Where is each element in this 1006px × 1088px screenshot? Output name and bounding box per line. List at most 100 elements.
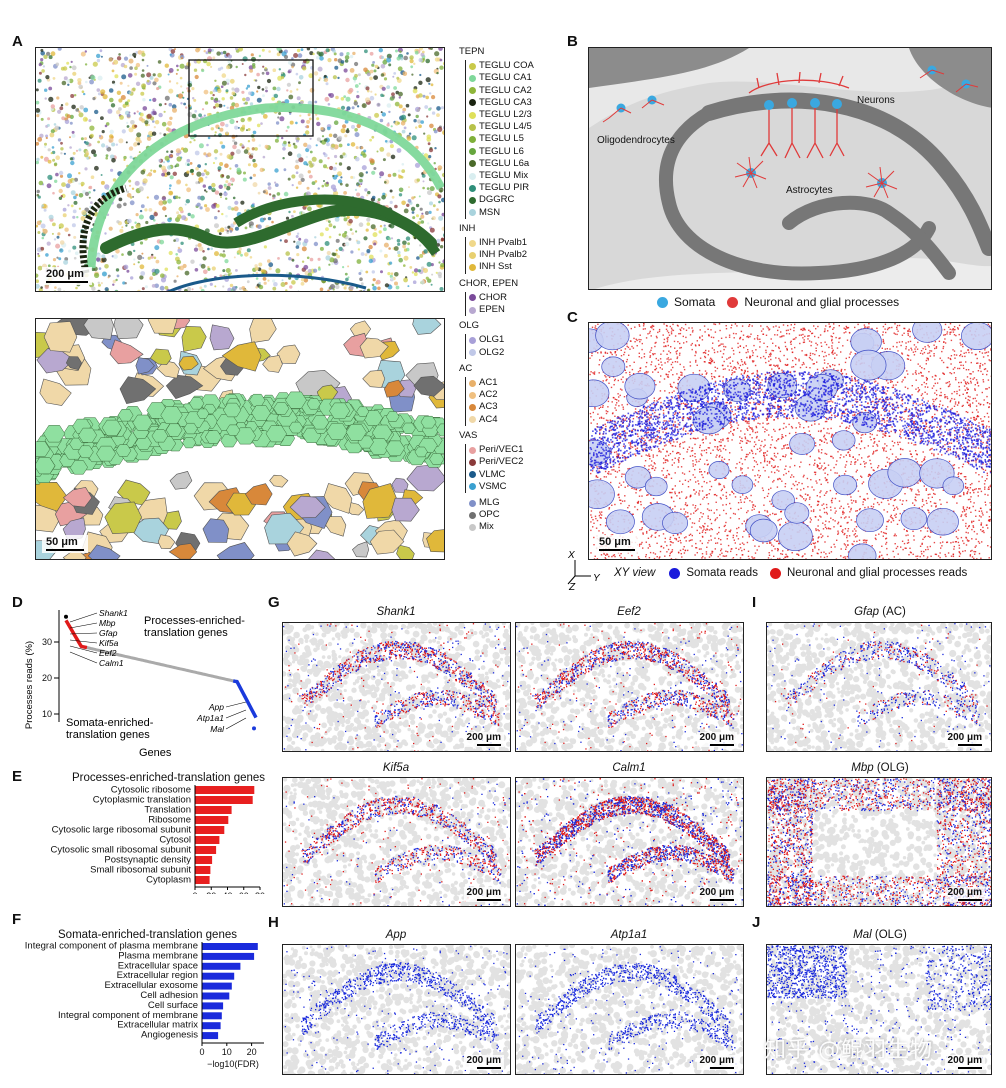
legend-swatch (469, 251, 476, 259)
legend-group: INH INH Pvalb1 INH Pvalb2 INH Sst (459, 223, 559, 274)
panel-c-reads-image: 50 μm (588, 322, 992, 560)
legend-swatch (469, 471, 476, 479)
panel-c-scale-bar: 50 μm (595, 535, 639, 553)
panel-letter-i: I (752, 594, 756, 611)
panel-a-overview-image: 200 μm (35, 47, 445, 292)
panel-letter-b: B (567, 33, 578, 50)
legend-swatch (469, 136, 476, 144)
legend-label: AC1 (479, 377, 497, 389)
panel-d-ytick-20: 20 (42, 673, 52, 683)
legend-label: OLG2 (479, 347, 504, 359)
top-gene-label: Kif5a (99, 638, 119, 648)
legend-swatch (469, 379, 476, 387)
panel-letter-d: D (12, 594, 23, 611)
legend-label: MSN (479, 207, 500, 219)
legend-group: MLG OPC Mix (459, 497, 559, 534)
panel-d-ytick-10: 10 (42, 709, 52, 719)
panel-letter-c: C (567, 309, 578, 326)
tile-calm1: 200 μm (515, 777, 744, 907)
legend-swatch (469, 446, 476, 454)
bar (195, 856, 213, 864)
legend-label: CHOR (479, 292, 507, 304)
tile-shank1: 200 μm (282, 622, 511, 752)
top-gene-label: Mbp (99, 618, 116, 628)
panel-letter-f: F (12, 911, 21, 928)
legend-label: TEGLU L6 (479, 146, 524, 158)
legend-label: INH Pvalb2 (479, 249, 527, 261)
legend-item: TEGLU CA1 (469, 72, 559, 84)
legend-item: Mix (469, 521, 559, 533)
legend-swatch (469, 239, 476, 247)
bar (202, 952, 255, 960)
panel-a-scale-bar-top: 200 μm (42, 267, 92, 285)
gene-title-eef2: Eef2 (515, 606, 743, 618)
legend-item: OPC (469, 509, 559, 521)
panel-a-scale-label-top: 200 μm (46, 268, 84, 280)
tile-app: 200 μm (282, 944, 511, 1075)
panel-a-scale-bar-bottom: 50 μm (42, 535, 88, 553)
legend-group-title: AC (459, 363, 559, 375)
legend-item: TEGLU COA (469, 60, 559, 72)
legend-label: TEGLU CA2 (479, 85, 532, 97)
x-tick-label: 0 (199, 1047, 204, 1057)
bar (202, 962, 241, 970)
tile-eef2: 200 μm (515, 622, 744, 752)
top-gene-label: Shank1 (99, 608, 128, 618)
top-gene-label: Eef2 (99, 648, 117, 658)
processes-legend-label: Neuronal and glial processes (744, 295, 899, 309)
legend-label: OPC (479, 509, 500, 521)
legend-label: TEGLU Mix (479, 170, 528, 182)
bar-category-label: Extracellular matrix (117, 1020, 198, 1031)
legend-label: Mix (479, 521, 494, 533)
bar (202, 992, 230, 1000)
gene-title-shank1: Shank1 (282, 606, 510, 618)
legend-item: VSMC (469, 481, 559, 493)
legend-label: INH Pvalb1 (479, 237, 527, 249)
legend-group: VAS Peri/VEC1 Peri/VEC2 VLMC VSMC (459, 430, 559, 493)
legend-label: TEGLU L5 (479, 133, 524, 145)
legend-group-title: CHOR, EPEN (459, 278, 559, 290)
legend-item: TEGLU CA3 (469, 97, 559, 109)
legend-item: TEGLU L5 (469, 133, 559, 145)
gene-title-calm1: Calm1 (515, 762, 743, 774)
legend-label: VLMC (479, 469, 505, 481)
somata-reads-dot (669, 567, 681, 579)
bar-category-label: Extracellular region (117, 970, 198, 981)
legend-group: CHOR, EPEN CHOR EPEN (459, 278, 559, 317)
bar (195, 816, 229, 824)
legend-label: AC3 (479, 401, 497, 413)
xy-view-label: XY view (614, 567, 655, 579)
legend-label: DGGRC (479, 194, 514, 206)
bar (202, 943, 258, 950)
panel-letter-j: J (752, 914, 760, 931)
bar (202, 982, 232, 990)
bar (202, 1002, 224, 1010)
somata-enriched-label-1: Somata-enriched- (66, 717, 154, 729)
x-tick-label: 40 (222, 891, 232, 894)
somata-legend-dot (657, 296, 668, 308)
somata-reads-label: Somata reads (686, 567, 758, 579)
legend-item: Peri/VEC2 (469, 456, 559, 468)
bar-category-label: Cytosolic ribosome (111, 785, 191, 796)
legend-item: EPEN (469, 304, 559, 316)
bar-category-label: Small ribosomal subunit (90, 865, 191, 876)
panel-d-xlabel: Genes (139, 747, 172, 759)
legend-item: OLG1 (469, 334, 559, 346)
bar (202, 1022, 221, 1030)
legend-swatch (469, 62, 476, 70)
panel-letter-g: G (268, 594, 280, 611)
x-tick-label: 60 (239, 891, 249, 894)
legend-item: TEGLU L4/5 (469, 121, 559, 133)
legend-swatch (469, 184, 476, 192)
panel-b-legend: Somata Neuronal and glial processes (657, 295, 899, 309)
bar-category-label: Ribosome (148, 815, 191, 826)
bar (195, 876, 210, 884)
legend-label: TEGLU CA3 (479, 97, 532, 109)
axis-z-label: Z (568, 582, 576, 590)
legend-label: AC4 (479, 414, 497, 426)
bottom-gene-label: App (208, 702, 224, 712)
panel-a-zoom-image: 50 μm (35, 318, 445, 560)
legend-label: EPEN (479, 304, 505, 316)
panel-c-reads-plot (589, 323, 991, 559)
legend-item: VLMC (469, 469, 559, 481)
